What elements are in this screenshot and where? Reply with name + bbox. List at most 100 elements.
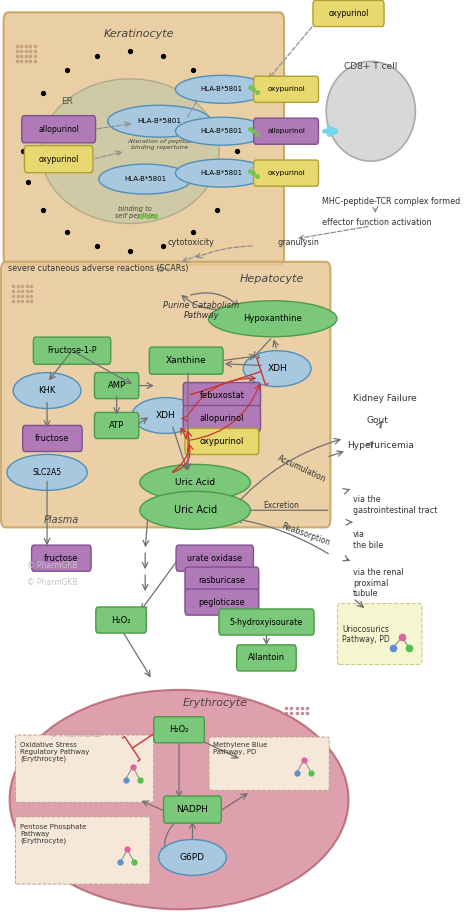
Text: MHC-peptide-TCR complex formed: MHC-peptide-TCR complex formed [322, 197, 460, 206]
FancyBboxPatch shape [94, 413, 139, 438]
Text: pegloticase: pegloticase [199, 597, 245, 607]
Text: Methylene Blue
Pathway, PD: Methylene Blue Pathway, PD [213, 742, 267, 755]
FancyBboxPatch shape [219, 609, 314, 635]
Ellipse shape [7, 455, 87, 490]
Ellipse shape [132, 397, 200, 434]
FancyBboxPatch shape [154, 716, 204, 743]
Ellipse shape [99, 164, 191, 194]
Text: © PharmGKB: © PharmGKB [27, 561, 78, 570]
Text: Excretion: Excretion [264, 501, 300, 510]
Text: Hypoxanthine: Hypoxanthine [243, 314, 302, 323]
Ellipse shape [41, 79, 219, 223]
Ellipse shape [175, 75, 268, 103]
Text: febuxostat: febuxostat [200, 391, 244, 400]
Text: NADPH: NADPH [176, 805, 209, 814]
Text: KHK: KHK [38, 386, 56, 395]
Text: via
the bile: via the bile [353, 530, 383, 550]
Ellipse shape [9, 690, 348, 910]
Text: HLA-B*5801: HLA-B*5801 [201, 86, 243, 92]
FancyBboxPatch shape [33, 337, 111, 364]
FancyBboxPatch shape [32, 545, 91, 571]
Text: oxypurinol: oxypurinol [267, 86, 305, 92]
FancyBboxPatch shape [185, 428, 259, 455]
FancyBboxPatch shape [254, 76, 319, 102]
Text: rasburicase: rasburicase [199, 576, 246, 585]
Text: XDH: XDH [267, 364, 287, 373]
FancyBboxPatch shape [16, 817, 150, 884]
Text: Accumulation: Accumulation [276, 453, 328, 483]
Text: Uric Acid: Uric Acid [173, 505, 217, 515]
Ellipse shape [158, 839, 226, 876]
FancyBboxPatch shape [96, 607, 146, 633]
Text: ATP: ATP [109, 421, 124, 430]
FancyBboxPatch shape [183, 405, 261, 432]
Ellipse shape [140, 465, 250, 501]
Text: HLA-B*5801: HLA-B*5801 [201, 128, 243, 135]
Text: Allantoin: Allantoin [248, 653, 285, 662]
FancyBboxPatch shape [254, 160, 319, 186]
FancyBboxPatch shape [237, 645, 296, 671]
Ellipse shape [175, 117, 268, 145]
Text: Xanthine: Xanthine [166, 356, 207, 365]
Text: oxypurinol: oxypurinol [200, 437, 244, 446]
Text: HLA-B*5801: HLA-B*5801 [201, 170, 243, 176]
Ellipse shape [140, 491, 250, 529]
Bar [0, 2, 423, 271]
Text: SLC2A5: SLC2A5 [33, 468, 62, 477]
Text: allopurinol: allopurinol [38, 124, 79, 134]
Text: urate oxidase: urate oxidase [187, 554, 242, 563]
FancyBboxPatch shape [23, 425, 82, 451]
Text: oxypurinol: oxypurinol [38, 155, 79, 164]
Text: Pentose Phosphate
Pathway
(Erythrocyte): Pentose Phosphate Pathway (Erythrocyte) [20, 824, 87, 844]
Text: HLA-B*5801: HLA-B*5801 [124, 176, 166, 182]
Text: 5-hydroxyisourate: 5-hydroxyisourate [230, 618, 303, 627]
Ellipse shape [13, 372, 81, 408]
Ellipse shape [108, 105, 211, 137]
FancyBboxPatch shape [22, 115, 96, 143]
Text: XDH: XDH [156, 411, 175, 420]
Ellipse shape [175, 159, 268, 187]
Text: Hepatocyte: Hepatocyte [239, 274, 304, 284]
FancyBboxPatch shape [25, 145, 93, 173]
Text: severe cutaneous adverse reactions (SCARs): severe cutaneous adverse reactions (SCAR… [8, 264, 188, 274]
FancyBboxPatch shape [254, 118, 319, 145]
Text: © PharmGKB: © PharmGKB [50, 730, 100, 739]
Text: H₂O₂: H₂O₂ [169, 726, 189, 734]
FancyBboxPatch shape [176, 545, 254, 571]
Text: HLA-B*5801: HLA-B*5801 [137, 118, 182, 124]
Text: fructose: fructose [44, 554, 79, 563]
Text: Uriocosurics
Pathway, PD: Uriocosurics Pathway, PD [342, 625, 390, 644]
FancyBboxPatch shape [185, 567, 259, 593]
Text: via the
gastrointestinal tract: via the gastrointestinal tract [353, 495, 438, 515]
FancyBboxPatch shape [209, 737, 329, 791]
Text: fructose: fructose [35, 434, 70, 443]
Ellipse shape [243, 350, 311, 386]
FancyBboxPatch shape [185, 589, 259, 615]
Text: Erythrocyte: Erythrocyte [182, 698, 247, 708]
FancyBboxPatch shape [1, 262, 330, 527]
FancyBboxPatch shape [16, 735, 154, 802]
Text: Oxidative Stress
Regulatory Pathway
(Erythrocyte): Oxidative Stress Regulatory Pathway (Ery… [20, 742, 90, 762]
Text: AMP: AMP [108, 381, 126, 390]
Text: ER: ER [61, 97, 73, 106]
Ellipse shape [326, 61, 415, 161]
Text: binding to
self peptide: binding to self peptide [115, 206, 154, 220]
FancyBboxPatch shape [164, 796, 221, 824]
Text: Reabsorption: Reabsorption [280, 522, 331, 547]
Text: effector function activation: effector function activation [322, 219, 431, 228]
Text: CD8+ T cell: CD8+ T cell [344, 62, 398, 70]
FancyBboxPatch shape [183, 382, 261, 409]
Text: G6PD: G6PD [180, 853, 205, 862]
Text: oxypurinol: oxypurinol [267, 170, 305, 176]
FancyBboxPatch shape [313, 0, 384, 27]
Text: cytotoxicity: cytotoxicity [168, 239, 215, 247]
Text: allopurinol: allopurinol [200, 414, 244, 423]
Text: Alteration of peptide
binding repertoire: Alteration of peptide binding repertoire [127, 139, 192, 150]
Text: via the renal
proximal
tubule: via the renal proximal tubule [353, 568, 403, 597]
FancyBboxPatch shape [94, 372, 139, 399]
FancyBboxPatch shape [149, 347, 223, 374]
Text: Purine Catabolism
Pathway: Purine Catabolism Pathway [163, 301, 239, 320]
FancyBboxPatch shape [337, 604, 422, 664]
Text: Hyperuricemia: Hyperuricemia [346, 441, 414, 450]
Text: Uric Acid: Uric Acid [175, 478, 215, 487]
